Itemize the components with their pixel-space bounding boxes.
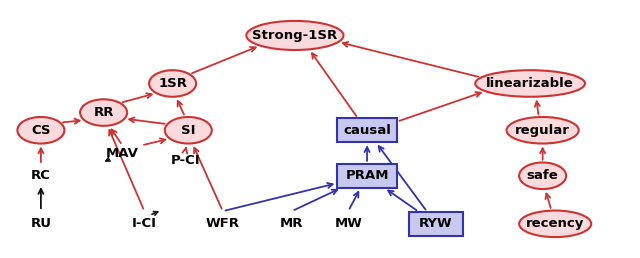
Text: I-CI: I-CI (132, 217, 157, 230)
Text: WFR: WFR (206, 217, 240, 230)
Ellipse shape (246, 21, 344, 50)
Text: MW: MW (334, 217, 362, 230)
Ellipse shape (507, 117, 579, 143)
FancyBboxPatch shape (410, 212, 463, 236)
Text: RR: RR (93, 106, 114, 119)
Text: PRAM: PRAM (346, 169, 388, 182)
Text: recency: recency (526, 217, 584, 230)
Text: SI: SI (181, 124, 196, 137)
Text: CS: CS (31, 124, 51, 137)
Ellipse shape (519, 211, 591, 237)
Text: regular: regular (515, 124, 570, 137)
Ellipse shape (149, 70, 196, 97)
Ellipse shape (17, 117, 65, 143)
Text: linearizable: linearizable (486, 77, 574, 90)
Ellipse shape (80, 99, 127, 126)
Text: 1SR: 1SR (158, 77, 187, 90)
FancyBboxPatch shape (337, 164, 397, 188)
Ellipse shape (476, 70, 585, 97)
Text: Strong-1SR: Strong-1SR (252, 29, 337, 42)
FancyBboxPatch shape (337, 118, 397, 142)
Text: MR: MR (280, 217, 303, 230)
Text: MAV: MAV (106, 147, 139, 159)
Text: causal: causal (343, 124, 391, 137)
Text: RYW: RYW (419, 217, 453, 230)
Text: RU: RU (30, 217, 51, 230)
Text: RC: RC (31, 169, 51, 182)
Text: safe: safe (527, 169, 559, 182)
Ellipse shape (519, 163, 566, 189)
Ellipse shape (164, 117, 212, 143)
Text: P-CI: P-CI (170, 154, 200, 167)
